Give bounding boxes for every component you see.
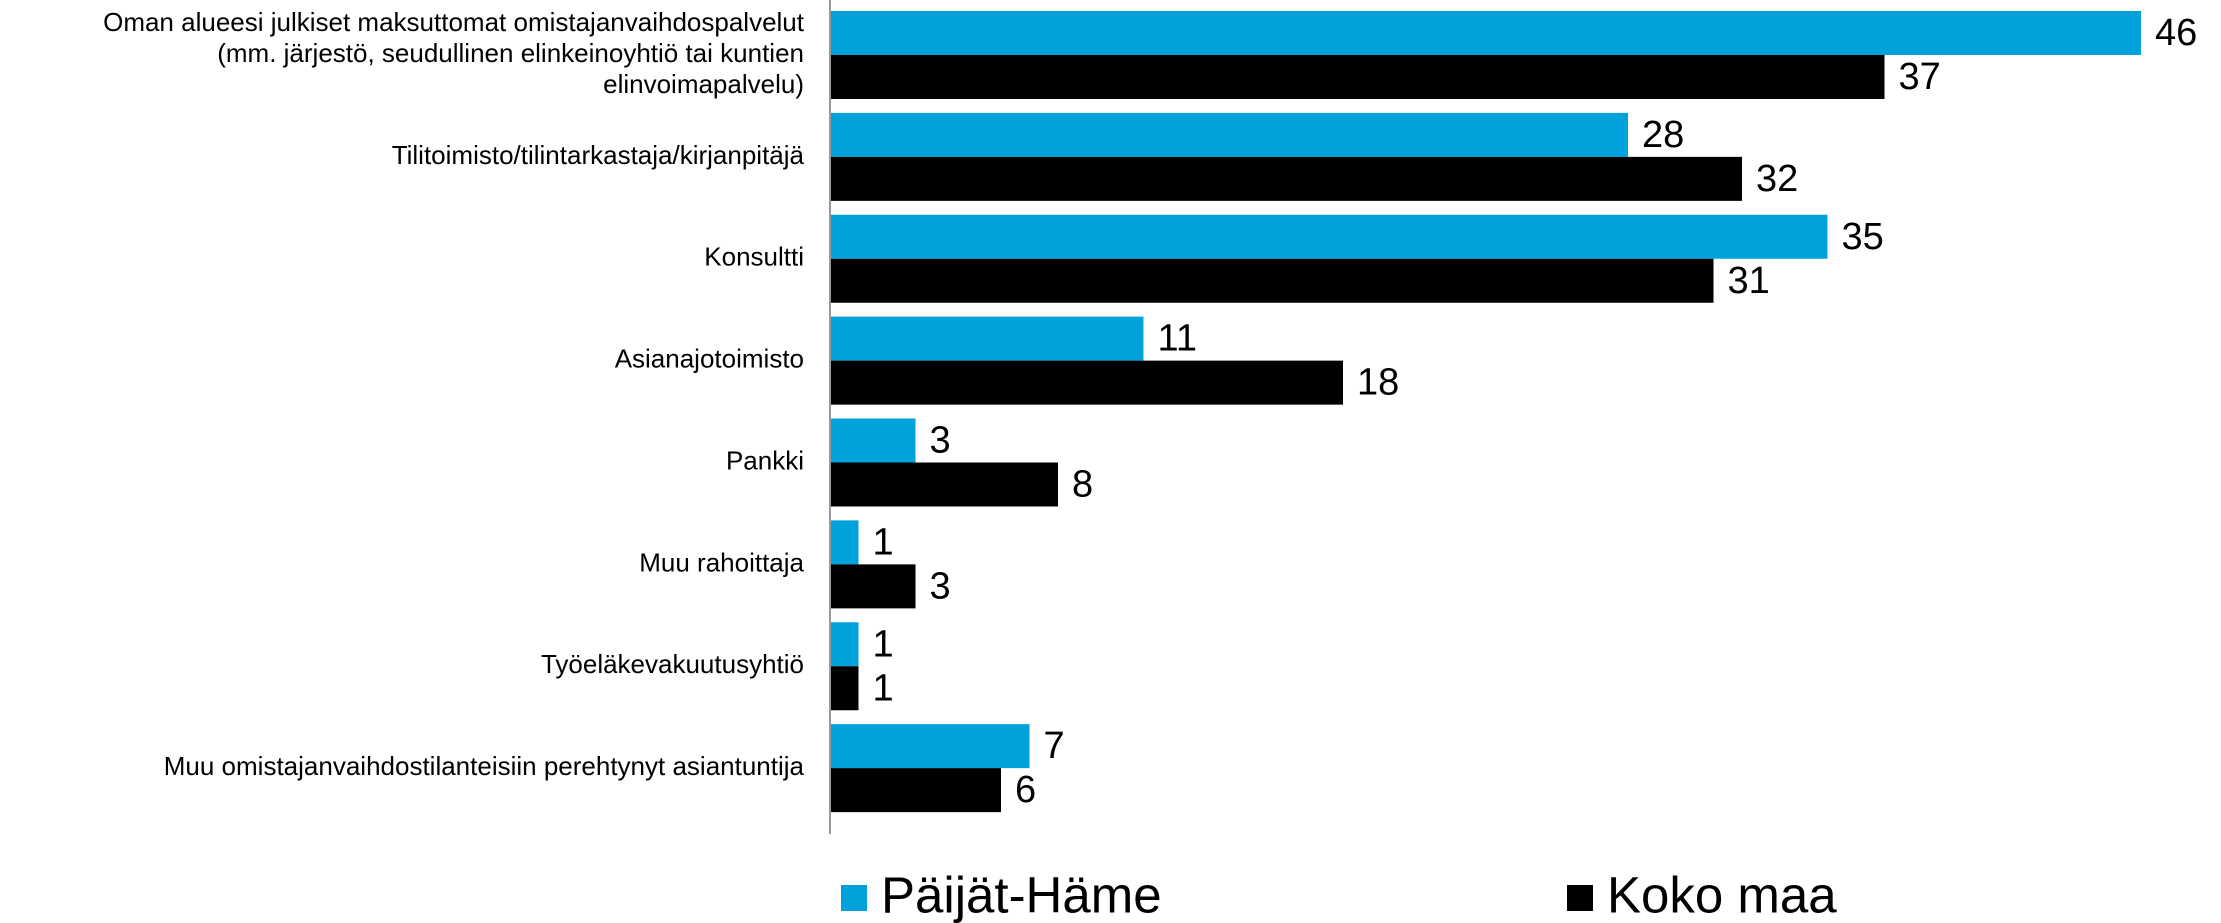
category-label: Oman alueesi julkiset maksuttomat omista… [103, 7, 805, 99]
bar [830, 55, 1885, 99]
legend-swatch [1567, 885, 1593, 911]
value-label: 18 [1357, 362, 1399, 404]
bar [830, 724, 1030, 769]
bar [830, 214, 1828, 259]
value-label: 35 [1842, 216, 1884, 258]
bar [830, 258, 1714, 303]
bar [830, 768, 1001, 813]
legend-label: Päijät-Häme [881, 866, 1162, 923]
bar [830, 666, 859, 711]
value-label: 31 [1728, 260, 1770, 302]
category-label: Konsultti [704, 242, 804, 272]
category-label: Pankki [726, 445, 804, 475]
bar [830, 11, 2141, 55]
category-label: Muu rahoittaja [639, 547, 804, 577]
value-label: 1 [873, 521, 894, 563]
bar [830, 112, 1628, 157]
value-label: 8 [1072, 464, 1093, 506]
value-label: 7 [1044, 725, 1065, 767]
value-label: 1 [873, 667, 894, 709]
category-label: Työeläkevakuutusyhtiö [541, 649, 804, 679]
category-label: Asianajotoimisto [615, 344, 804, 374]
value-label: 32 [1756, 158, 1798, 200]
value-label: 3 [930, 565, 951, 607]
value-label: 1 [873, 623, 894, 665]
bar [830, 520, 859, 565]
bar [830, 418, 916, 463]
value-label: 37 [1899, 56, 1941, 98]
bar [830, 156, 1742, 201]
value-label: 3 [930, 420, 951, 462]
value-label: 28 [1642, 114, 1684, 156]
value-label: 11 [1158, 318, 1197, 360]
bar [830, 360, 1343, 405]
category-label: Tilitoimisto/tilintarkastaja/kirjanpitäj… [392, 140, 805, 170]
bar [830, 622, 859, 667]
category-label: Muu omistajanvaihdostilanteisiin perehty… [164, 751, 805, 781]
legend-label: Koko maa [1607, 866, 1837, 923]
value-label: 6 [1015, 769, 1036, 811]
value-label: 46 [2155, 12, 2197, 54]
bar [830, 462, 1058, 507]
bar [830, 316, 1144, 361]
legend-swatch [841, 885, 867, 911]
bar [830, 564, 916, 609]
